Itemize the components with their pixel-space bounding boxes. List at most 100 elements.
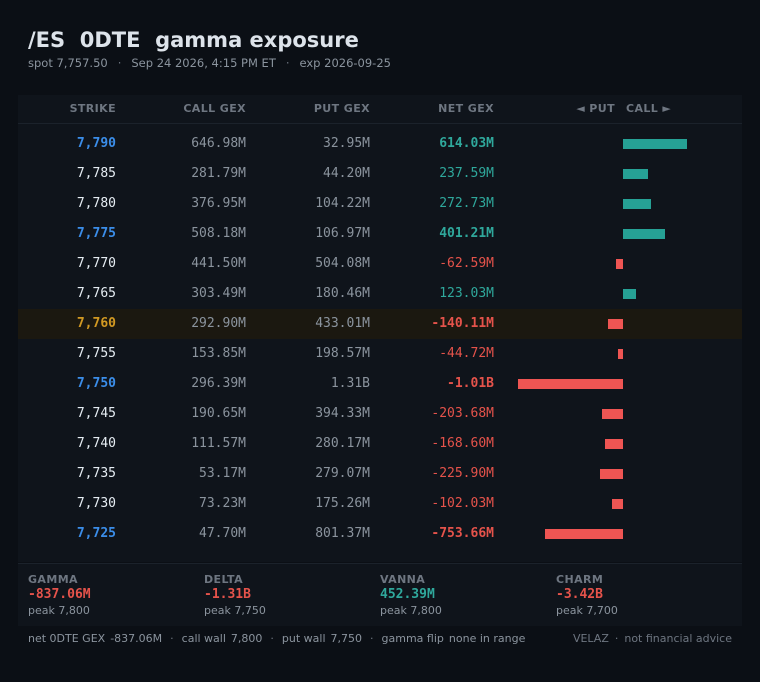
put-gex-cell: 394.33M [315,406,370,421]
net-gex-cell: -168.60M [431,436,494,451]
column-header-put-gex[interactable]: PUT GEX [313,102,370,115]
gamma-flip-value: none in range [448,632,526,645]
net-gex-bar [608,319,623,329]
call-gex-cell: 153.85M [191,346,246,361]
net-gex-bar [623,139,687,149]
put-gex-cell: 106.97M [315,226,370,241]
expiry-date: exp 2026-09-25 [299,56,391,70]
summary-label: CHARM [556,573,604,586]
strike-cell: 7,780 [76,196,116,211]
call-gex-cell: 53.17M [199,466,246,481]
call-gex-cell: 303.49M [191,286,246,301]
strike-cell: 7,730 [76,496,116,511]
call-gex-cell: 111.57M [191,436,246,451]
table-row[interactable]: 7,780 376.95M 104.22M 272.73M [18,189,742,219]
call-gex-cell: 376.95M [191,196,246,211]
net-gex-cell: -44.72M [439,346,494,361]
net-gex-label: net 0DTE GEX [28,632,106,645]
net-gex-bar [605,439,623,449]
call-gex-cell: 296.39M [191,376,246,391]
summary-charm: CHARM -3.42B peak 7,700 [556,573,618,617]
summary-label: GAMMA [28,573,78,586]
net-gex-cell: -225.90M [431,466,494,481]
strike-cell: 7,785 [76,166,116,181]
put-gex-cell: 198.57M [315,346,370,361]
net-gex-cell: -140.11M [431,316,494,331]
table-row[interactable]: 7,745 190.65M 394.33M -203.68M [18,399,742,429]
net-gex-bar [601,409,623,419]
put-gex-cell: 44.20M [323,166,370,181]
net-gex-value: -837.06M [110,632,163,645]
footer-stats: net 0DTE GEX -837.06M · call wall 7,800 · put … [28,632,525,645]
call-gex-cell: 281.79M [191,166,246,181]
separator: · [285,56,290,70]
greeks-summary: GAMMA -837.06M peak 7,800 DELTA -1.31B p… [18,563,742,626]
column-header-net-gex[interactable]: NET GEX [438,102,494,115]
strike-cell: 7,765 [76,286,116,301]
call-wall-label: call wall [181,632,226,645]
net-gex-cell: 123.03M [439,286,494,301]
call-gex-cell: 508.18M [191,226,246,241]
summary-peak: peak 7,750 [204,604,266,617]
table-row[interactable]: 7,765 303.49M 180.46M 123.03M [18,279,742,309]
separator: · [170,632,174,645]
summary-value: -1.31B [204,587,251,602]
net-gex-bar [616,259,623,269]
table-row[interactable]: 7,760 292.90M 433.01M -140.11M [18,309,742,339]
summary-delta: DELTA -1.31B peak 7,750 [204,573,266,617]
strike-cell: 7,770 [76,256,116,271]
column-header-call-side: CALL ► [626,102,672,115]
separator: · [270,632,274,645]
net-gex-cell: 614.03M [439,136,494,151]
strike-cell: 7,760 [76,316,116,331]
put-gex-cell: 433.01M [315,316,370,331]
call-gex-cell: 190.65M [191,406,246,421]
net-gex-cell: -753.66M [431,526,494,541]
table-row[interactable]: 7,755 153.85M 198.57M -44.72M [18,339,742,369]
strike-cell: 7,790 [76,136,116,151]
net-gex-bar [612,499,623,509]
table-row[interactable]: 7,750 296.39M 1.31B -1.01B [18,369,742,399]
separator: · [117,56,122,70]
gex-table: STRIKE CALL GEX PUT GEX NET GEX ◄ PUT CA… [18,95,742,562]
put-gex-cell: 32.95M [323,136,370,151]
column-header-put-side: ◄ PUT [576,102,615,115]
table-row[interactable]: 7,725 47.70M 801.37M -753.66M [18,519,742,549]
call-gex-cell: 441.50M [191,256,246,271]
call-gex-cell: 292.90M [191,316,246,331]
table-row[interactable]: 7,735 53.17M 279.07M -225.90M [18,459,742,489]
strike-cell: 7,725 [76,526,116,541]
column-header-call-gex[interactable]: CALL GEX [183,102,246,115]
put-wall-value: 7,750 [330,632,363,645]
table-row[interactable]: 7,740 111.57M 280.17M -168.60M [18,429,742,459]
net-gex-bar [623,229,665,239]
call-gex-cell: 47.70M [199,526,246,541]
strike-cell: 7,735 [76,466,116,481]
summary-peak: peak 7,800 [28,604,90,617]
table-row[interactable]: 7,785 281.79M 44.20M 237.59M [18,159,742,189]
put-gex-cell: 504.08M [315,256,370,271]
net-gex-bar [623,199,652,209]
strike-cell: 7,775 [76,226,116,241]
brand-name: VELAZ [572,632,609,645]
table-row[interactable]: 7,770 441.50M 504.08M -62.59M [18,249,742,279]
strike-cell: 7,745 [76,406,116,421]
table-row[interactable]: 7,790 646.98M 32.95M 614.03M [18,129,742,159]
put-gex-cell: 175.26M [315,496,370,511]
call-gex-cell: 646.98M [191,136,246,151]
strike-cell: 7,750 [76,376,116,391]
net-gex-cell: 237.59M [439,166,494,181]
table-row[interactable]: 7,775 508.18M 106.97M 401.21M [18,219,742,249]
net-gex-cell: -1.01B [447,376,494,391]
strike-cell: 7,740 [76,436,116,451]
separator: · [614,632,619,645]
put-gex-cell: 104.22M [315,196,370,211]
brand-note: VELAZ · not financial advice [573,632,732,645]
call-gex-cell: 73.23M [199,496,246,511]
table-row[interactable]: 7,730 73.23M 175.26M -102.03M [18,489,742,519]
summary-vanna: VANNA 452.39M peak 7,800 [380,573,442,617]
column-header-strike[interactable]: STRIKE [69,102,116,115]
separator: · [370,632,374,645]
net-gex-cell: -203.68M [431,406,494,421]
spot-price: spot 7,757.50 [28,56,108,70]
